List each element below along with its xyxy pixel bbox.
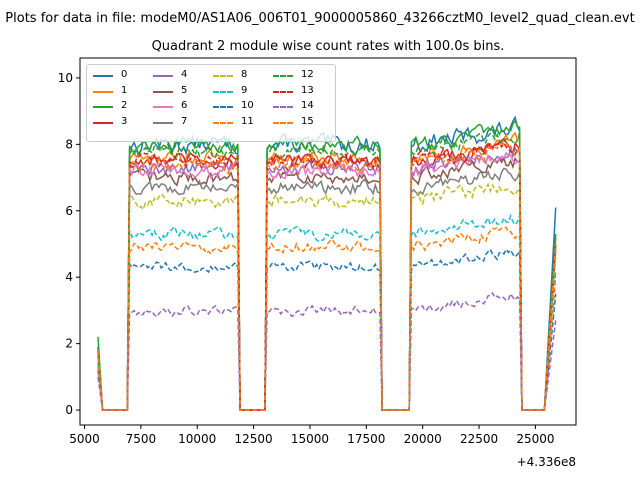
legend-swatch	[273, 106, 293, 108]
x-tick-label: 5000	[69, 432, 100, 446]
legend-label: 2	[121, 100, 128, 111]
legend-swatch	[213, 106, 233, 108]
legend-label: 10	[241, 100, 254, 111]
y-axis: 0 2 4 6 8 10	[58, 71, 80, 417]
legend-swatch	[153, 121, 173, 124]
legend-label: 5	[181, 84, 188, 96]
legend-swatch	[153, 75, 173, 77]
legend-swatch	[273, 75, 293, 77]
legend-label: 14	[301, 100, 314, 111]
chart-title: Quadrant 2 module wise count rates with …	[152, 39, 505, 54]
x-tick-label: 7500	[126, 432, 157, 446]
y-tick-label: 6	[65, 204, 73, 218]
legend-label: 13	[301, 84, 314, 96]
legend-label: 11	[241, 115, 254, 127]
legend-label: 12	[301, 69, 314, 80]
legend-swatch	[153, 106, 173, 108]
series-line-11	[97, 226, 557, 411]
legend-label: 15	[301, 115, 314, 127]
figure-suptitle: Plots for data in file: modeM0/AS1A06_00…	[5, 11, 634, 26]
x-tick-label: 12500	[235, 432, 273, 446]
legend-label: 7	[181, 115, 188, 127]
x-offset-text: +4.336e8	[517, 455, 576, 469]
plot-lines	[97, 115, 557, 411]
legend-swatch	[273, 121, 293, 124]
legend-swatch	[213, 90, 233, 93]
series-line-15	[97, 141, 557, 411]
legend-label: 3	[121, 115, 128, 127]
legend: 0 1 2 3 4 5 6 7 8 9 10 11 12 13 14 15	[86, 64, 336, 142]
y-tick-label: 0	[65, 403, 73, 417]
series-line-3	[97, 137, 557, 411]
x-tick-label: 17500	[347, 432, 385, 446]
legend-swatch	[153, 90, 173, 93]
legend-label: 6	[181, 100, 188, 111]
legend-swatch	[273, 90, 293, 93]
series-line-8	[97, 182, 557, 411]
legend-swatch	[213, 75, 233, 77]
legend-swatch	[213, 121, 233, 124]
series-line-10	[97, 247, 557, 411]
series-line-7	[97, 167, 557, 411]
legend-swatch	[93, 90, 113, 93]
x-axis: 5000 7500 10000 12500 15000 17500 20000 22500 25…	[69, 425, 555, 446]
plot-frame	[79, 57, 577, 426]
legend-swatch	[93, 121, 113, 124]
y-tick-label: 2	[65, 337, 73, 351]
legend-label: 0	[121, 69, 128, 80]
legend-label: 4	[181, 69, 188, 80]
series-line-14	[97, 291, 557, 411]
x-tick-label: 22500	[460, 432, 498, 446]
legend-label: 9	[241, 84, 248, 96]
series-line-6	[97, 151, 557, 411]
legend-label: 8	[241, 69, 248, 80]
y-tick-label: 8	[65, 137, 73, 151]
x-tick-label: 15000	[291, 432, 329, 446]
x-tick-label: 10000	[178, 432, 216, 446]
legend-label: 1	[121, 84, 128, 96]
y-tick-label: 4	[65, 270, 73, 284]
series-line-13	[97, 141, 557, 411]
y-tick-label: 10	[58, 71, 73, 85]
legend-swatch	[93, 106, 113, 108]
legend-swatch	[93, 75, 113, 77]
series-line-12	[97, 132, 557, 411]
series-line-1	[97, 131, 557, 411]
series-line-9	[97, 213, 557, 411]
x-tick-label: 20000	[404, 432, 442, 446]
x-tick-label: 25000	[516, 432, 554, 446]
